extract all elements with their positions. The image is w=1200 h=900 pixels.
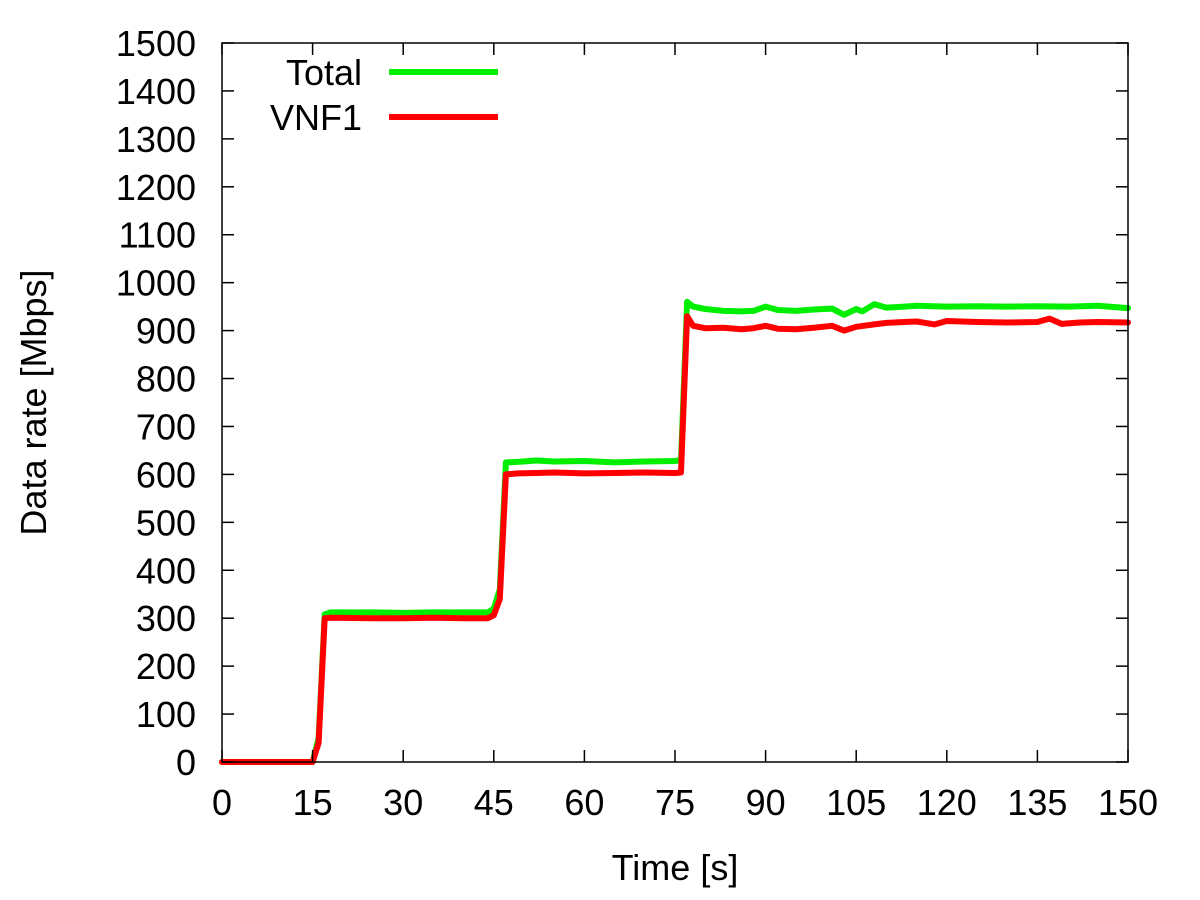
x-tick-label: 150: [1098, 782, 1158, 823]
y-tick-label: 1500: [116, 23, 196, 64]
y-axis-title: Data rate [Mbps]: [13, 269, 54, 535]
x-tick-label: 30: [383, 782, 423, 823]
x-tick-label: 90: [746, 782, 786, 823]
x-tick-label: 0: [212, 782, 232, 823]
y-tick-label: 400: [136, 550, 196, 591]
legend: Total VNF1: [270, 52, 498, 138]
x-tick-label: 135: [1007, 782, 1067, 823]
y-tick-label: 1000: [116, 263, 196, 304]
x-tick-label: 120: [917, 782, 977, 823]
tick-labels-layer: 0100200300400500600700800900100011001200…: [116, 23, 1158, 823]
y-tick-label: 800: [136, 359, 196, 400]
x-tick-label: 75: [655, 782, 695, 823]
x-tick-label: 45: [474, 782, 514, 823]
series-layer: [219, 298, 1131, 765]
y-tick-label: 300: [136, 598, 196, 639]
x-tick-label: 15: [293, 782, 333, 823]
series-line-total: [219, 298, 1131, 765]
legend-label-vnf1: VNF1: [270, 97, 362, 138]
y-tick-label: 700: [136, 406, 196, 447]
y-tick-label: 1200: [116, 167, 196, 208]
ticks-layer: [221, 42, 1129, 763]
x-tick-label: 105: [826, 782, 886, 823]
y-tick-label: 0: [176, 742, 196, 783]
y-tick-label: 600: [136, 454, 196, 495]
y-tick-label: 1100: [119, 215, 196, 256]
x-axis-title: Time [s]: [612, 847, 739, 888]
x-tick-label: 60: [564, 782, 604, 823]
y-tick-label: 200: [136, 646, 196, 687]
y-tick-label: 500: [136, 502, 196, 543]
series-line-vnf1: [219, 313, 1131, 765]
y-tick-label: 900: [136, 311, 196, 352]
y-tick-label: 1300: [116, 119, 196, 160]
y-tick-label: 100: [136, 694, 196, 735]
legend-label-total: Total: [286, 52, 362, 93]
y-tick-label: 1400: [116, 71, 196, 112]
